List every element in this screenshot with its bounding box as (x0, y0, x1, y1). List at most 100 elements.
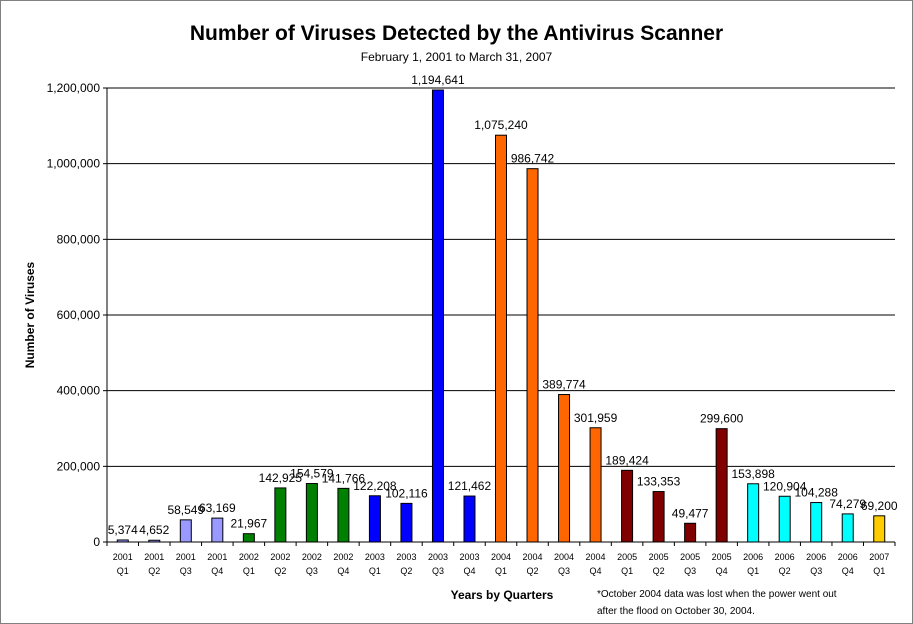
data-label: 133,353 (637, 475, 681, 489)
y-tick-label: 1,000,000 (47, 157, 101, 171)
x-tick-label-year: 2005 (712, 552, 732, 562)
data-label: 142,925 (259, 471, 303, 485)
data-label: 58,549 (167, 503, 204, 517)
data-label: 122,208 (353, 479, 397, 493)
y-tick-label: 800,000 (57, 232, 101, 246)
x-tick-label-quarter: Q3 (558, 566, 570, 576)
data-label: 120,904 (763, 479, 807, 493)
data-label: 301,959 (574, 411, 618, 425)
data-label: 4,652 (139, 523, 169, 537)
x-tick-label-quarter: Q4 (337, 566, 349, 576)
bar (652, 491, 665, 543)
y-tick-label: 400,000 (57, 384, 101, 398)
bar (778, 495, 791, 543)
bar (589, 427, 602, 543)
y-tick-label: 1,200,000 (47, 81, 101, 95)
data-label: 154,579 (290, 467, 334, 481)
x-tick-label-year: 2006 (838, 552, 858, 562)
footnote-line: after the flood on October 30, 2004. (597, 606, 755, 617)
x-tick-label-year: 2005 (680, 552, 700, 562)
x-tick-label-year: 2001 (113, 552, 133, 562)
x-tick-label-year: 2003 (428, 552, 448, 562)
bar (242, 533, 255, 543)
bar (873, 515, 886, 543)
x-tick-label-quarter: Q3 (306, 566, 318, 576)
x-tick-label-quarter: Q4 (842, 566, 854, 576)
footnote: *October 2004 data was lost when the pow… (597, 586, 897, 620)
bar (621, 469, 634, 543)
chart-subtitle: February 1, 2001 to March 31, 2007 (360, 50, 553, 64)
bar (211, 517, 224, 543)
x-tick-label-year: 2002 (239, 552, 259, 562)
bar (747, 483, 760, 543)
x-tick-label-year: 2004 (586, 552, 606, 562)
data-label: 5,374 (108, 523, 138, 537)
x-tick-label-year: 2007 (869, 552, 889, 562)
data-label: 104,288 (795, 486, 839, 500)
bar (463, 495, 476, 543)
bar (431, 89, 444, 543)
x-tick-label-quarter: Q1 (369, 566, 381, 576)
bar (305, 483, 318, 543)
data-label: 1,194,641 (411, 73, 465, 87)
bar (148, 539, 161, 543)
x-tick-label-year: 2006 (806, 552, 826, 562)
data-label: 69,200 (861, 499, 898, 513)
data-label: 21,967 (230, 517, 267, 531)
x-tick-label-quarter: Q2 (779, 566, 791, 576)
bar (526, 168, 539, 543)
data-label: 153,898 (731, 467, 775, 481)
bar (558, 394, 571, 543)
x-tick-label-quarter: Q1 (873, 566, 885, 576)
x-tick-label-quarter: Q2 (527, 566, 539, 576)
x-tick-label-quarter: Q3 (684, 566, 696, 576)
x-tick-label-quarter: Q4 (716, 566, 728, 576)
x-tick-label-quarter: Q4 (463, 566, 475, 576)
x-tick-label-year: 2002 (270, 552, 290, 562)
bar (400, 502, 413, 543)
x-tick-label-year: 2006 (775, 552, 795, 562)
x-tick-label-quarter: Q2 (148, 566, 160, 576)
data-label: 389,774 (542, 378, 586, 392)
bar (715, 428, 728, 543)
data-label: 49,477 (672, 506, 709, 520)
x-tick-label-quarter: Q4 (590, 566, 602, 576)
data-label: 189,424 (605, 453, 649, 467)
data-label: 102,116 (385, 486, 428, 500)
bar (495, 134, 507, 543)
x-tick-label-quarter: Q3 (180, 566, 192, 576)
x-tick-label-year: 2006 (743, 552, 763, 562)
x-tick-label-year: 2001 (207, 552, 227, 562)
data-label: 141,766 (322, 471, 366, 485)
x-tick-label-quarter: Q2 (274, 566, 286, 576)
x-tick-label-year: 2001 (144, 552, 164, 562)
x-tick-label-quarter: Q2 (653, 566, 665, 576)
data-label: 299,600 (700, 412, 744, 426)
bar (274, 487, 287, 543)
x-tick-label-quarter: Q4 (211, 566, 223, 576)
bar (368, 495, 381, 543)
y-tick-label: 0 (93, 535, 100, 549)
y-tick-label: 200,000 (57, 459, 101, 473)
x-tick-label-year: 2003 (396, 552, 416, 562)
y-tick-label: 600,000 (57, 308, 101, 322)
bar (337, 487, 350, 543)
bar (684, 522, 697, 543)
x-axis-label: Years by Quarters (450, 588, 554, 602)
x-tick-label-year: 2005 (617, 552, 637, 562)
x-tick-label-year: 2002 (302, 552, 322, 562)
x-tick-label-year: 2003 (459, 552, 479, 562)
chart-title: Number of Viruses Detected by the Antivi… (189, 22, 724, 45)
data-label: 121,462 (448, 479, 492, 493)
x-tick-label-quarter: Q1 (747, 566, 759, 576)
bar (116, 539, 129, 543)
x-tick-label-quarter: Q3 (432, 566, 444, 576)
x-tick-label-year: 2005 (649, 552, 669, 562)
x-tick-label-year: 2004 (491, 552, 511, 562)
x-tick-label-quarter: Q1 (243, 566, 255, 576)
x-tick-label-quarter: Q1 (495, 566, 507, 576)
x-tick-label-year: 2003 (365, 552, 385, 562)
x-tick-label-quarter: Q3 (810, 566, 822, 576)
